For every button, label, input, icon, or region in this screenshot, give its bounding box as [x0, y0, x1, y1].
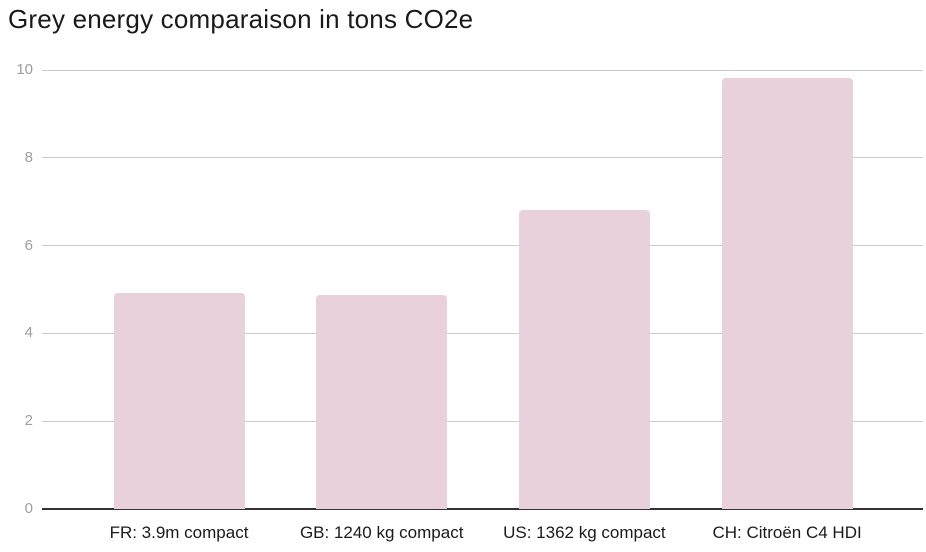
gridline-4	[42, 332, 923, 334]
x-category-label-2: US: 1362 kg compact	[503, 523, 666, 542]
bar-1	[316, 294, 448, 509]
y-tick-label-4: 4	[24, 324, 33, 342]
y-tick-label-10: 10	[16, 61, 33, 78]
gridline-10	[42, 69, 923, 71]
gridline-8	[42, 157, 923, 159]
x-axis-baseline	[42, 508, 923, 510]
y-tick-label-0: 0	[24, 500, 33, 517]
chart-title: Grey energy comparaison in tons CO2e	[8, 4, 474, 34]
x-category-label-1: GB: 1240 kg compact	[299, 523, 464, 542]
gridline-6	[42, 245, 923, 247]
y-tick-label-2: 2	[24, 412, 33, 430]
y-tick-label-8: 8	[24, 148, 33, 166]
bar-0	[113, 292, 245, 509]
bar-2	[518, 210, 650, 509]
gridline-2	[42, 420, 923, 422]
bar-3	[721, 77, 853, 509]
x-category-label-0: FR: 3.9m compact	[109, 523, 249, 542]
x-category-label-3: CH: Citroën C4 HDI	[712, 523, 862, 542]
y-tick-label-6: 6	[24, 236, 33, 254]
